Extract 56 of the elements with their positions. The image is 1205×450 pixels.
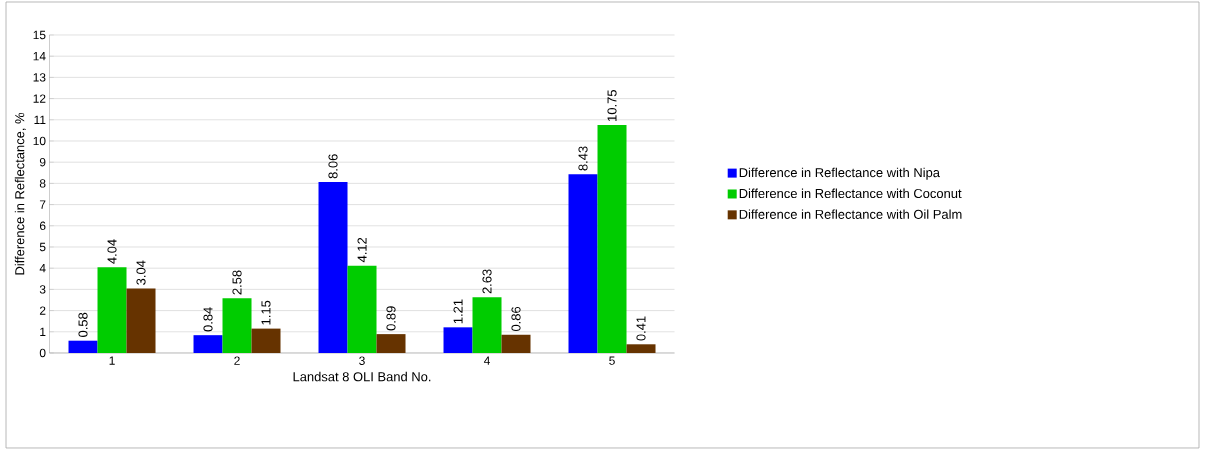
y-tick-label: 0 xyxy=(39,348,46,358)
y-tick-label: 2 xyxy=(39,306,46,315)
x-tick-label: 2 xyxy=(234,356,240,365)
x-axis-title: Landsat 8 OLI Band No. xyxy=(293,371,431,382)
y-axis-title: Difference in Reflectance, % xyxy=(14,112,26,275)
y-tick-label: 11 xyxy=(34,115,46,124)
bar xyxy=(222,298,252,353)
legend-label: Difference in Reflectance with Nipa xyxy=(739,167,940,180)
data-label: 8.43 xyxy=(578,146,588,171)
y-tick-label: 12 xyxy=(33,94,46,103)
data-label: 0.84 xyxy=(203,307,213,332)
legend-label: Difference in Reflectance with Coconut xyxy=(739,188,962,199)
x-tick-label: 4 xyxy=(483,356,490,365)
bar xyxy=(193,335,223,353)
legend-label: Difference in Reflectance with Oil Palm xyxy=(739,209,962,219)
x-tick-label: 1 xyxy=(109,356,115,365)
y-tick-label: 7 xyxy=(39,200,46,209)
data-label: 2.63 xyxy=(482,269,492,294)
bar xyxy=(626,344,656,353)
bar xyxy=(251,328,281,353)
data-label: 3.04 xyxy=(136,260,146,285)
data-label: 4.04 xyxy=(107,239,117,264)
y-tick-label: 15 xyxy=(33,30,46,40)
y-tick-label: 6 xyxy=(39,221,46,231)
data-label: 1.21 xyxy=(453,299,463,324)
bar xyxy=(126,288,156,353)
y-tick-label: 14 xyxy=(33,52,46,61)
bar xyxy=(443,327,473,353)
data-label: 0.58 xyxy=(78,312,88,337)
bar xyxy=(501,334,531,353)
data-label: 10.75 xyxy=(607,90,617,121)
data-label: 2.58 xyxy=(232,270,242,295)
y-tick-label: 9 xyxy=(39,157,46,167)
bar xyxy=(376,334,406,353)
y-tick-label: 5 xyxy=(39,242,46,252)
y-tick-label: 1 xyxy=(40,327,46,336)
y-tick-label: 13 xyxy=(33,73,46,82)
y-tick-label: 10 xyxy=(33,136,46,146)
data-label: 0.89 xyxy=(386,306,396,331)
y-tick-label: 3 xyxy=(39,285,46,294)
bar xyxy=(318,182,348,353)
y-tick-label: 4 xyxy=(39,264,46,273)
bar xyxy=(68,340,98,353)
data-label: 0.41 xyxy=(636,316,646,341)
bar xyxy=(568,174,598,353)
data-label: 8.06 xyxy=(328,154,338,179)
bar xyxy=(97,267,127,353)
data-label: 0.86 xyxy=(511,306,521,332)
bar xyxy=(347,265,377,353)
x-tick-label: 3 xyxy=(359,356,365,365)
data-label: 1.15 xyxy=(261,300,271,325)
y-tick-label: 8 xyxy=(39,179,46,188)
bar xyxy=(597,125,627,353)
x-tick-label: 5 xyxy=(609,356,615,365)
data-label: 4.12 xyxy=(357,237,367,263)
bar xyxy=(472,297,502,353)
